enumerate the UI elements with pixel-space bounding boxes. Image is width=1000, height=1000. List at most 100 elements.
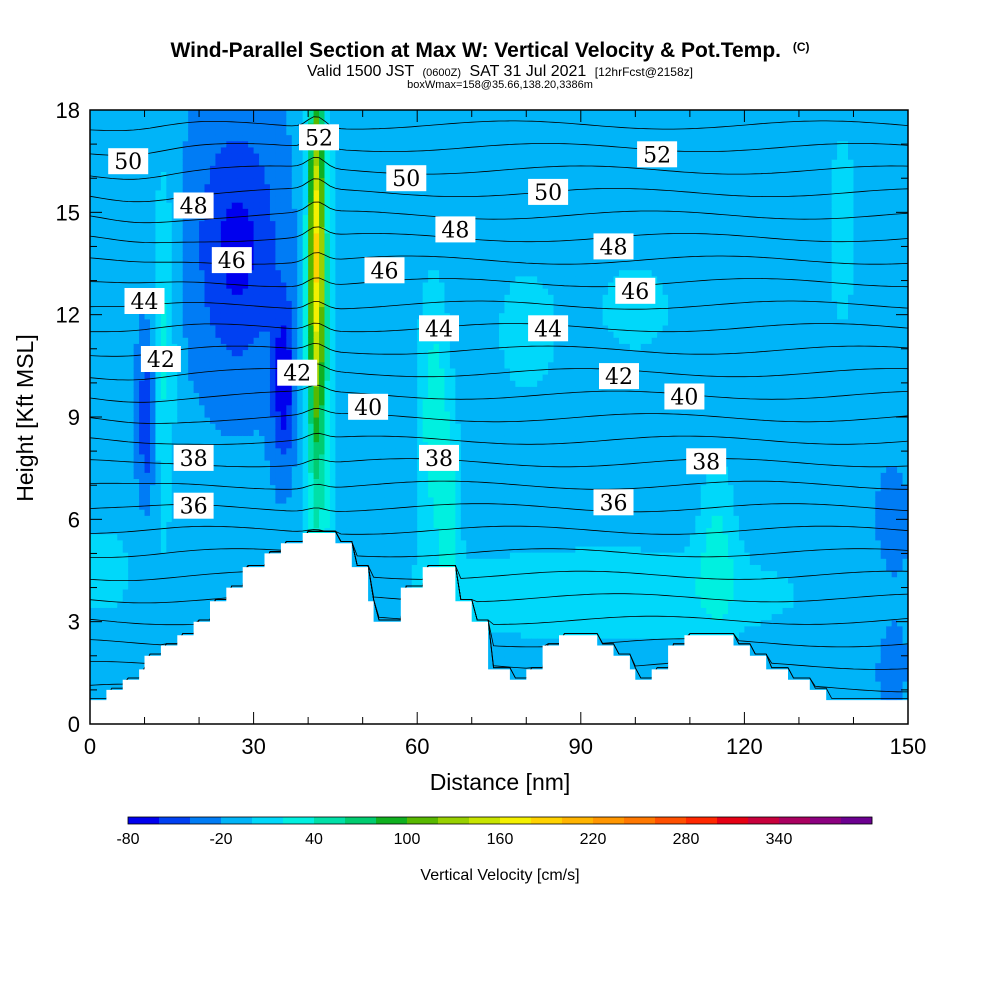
velocity-cell xyxy=(160,496,167,504)
velocity-cell xyxy=(166,619,173,627)
velocity-cell xyxy=(106,466,113,473)
velocity-cell xyxy=(95,140,102,148)
velocity-cell xyxy=(340,459,347,467)
velocity-cell xyxy=(242,189,249,197)
velocity-cell xyxy=(139,423,146,430)
velocity-cell xyxy=(351,509,358,516)
velocity-cell xyxy=(95,533,102,541)
velocity-cell xyxy=(220,404,227,412)
velocity-cell xyxy=(90,300,97,308)
velocity-cell xyxy=(319,478,326,486)
velocity-cell xyxy=(340,404,347,412)
velocity-cell xyxy=(188,128,195,136)
velocity-cell xyxy=(308,331,315,338)
velocity-cell xyxy=(215,312,222,320)
velocity-cell xyxy=(297,515,304,522)
velocity-cell xyxy=(90,226,97,234)
velocity-cell xyxy=(215,134,222,142)
velocity-cell xyxy=(199,331,206,338)
velocity-cell xyxy=(324,380,331,387)
velocity-cell xyxy=(237,226,244,234)
velocity-cell xyxy=(139,650,146,658)
velocity-cell xyxy=(160,171,167,179)
velocity-cell xyxy=(106,355,113,363)
velocity-cell xyxy=(177,122,184,130)
velocity-cell xyxy=(160,134,167,142)
velocity-cell xyxy=(280,453,287,461)
velocity-cell xyxy=(275,189,282,197)
velocity-cell xyxy=(122,435,129,443)
velocity-cell xyxy=(357,545,364,553)
velocity-cell xyxy=(253,110,260,117)
velocity-cell xyxy=(106,674,113,682)
velocity-cell xyxy=(335,453,342,461)
velocity-cell xyxy=(122,656,129,664)
velocity-cell xyxy=(291,275,298,283)
velocity-cell xyxy=(128,472,135,479)
velocity-cell xyxy=(237,533,244,541)
velocity-cell xyxy=(111,318,118,326)
velocity-cell xyxy=(122,189,129,197)
velocity-cell xyxy=(100,466,107,473)
velocity-cell xyxy=(100,619,107,627)
velocity-cell xyxy=(139,257,146,265)
velocity-cell xyxy=(275,238,282,246)
velocity-cell xyxy=(144,337,151,344)
velocity-cell xyxy=(95,318,102,326)
velocity-cell xyxy=(302,490,309,498)
velocity-cell xyxy=(319,496,326,504)
velocity-cell xyxy=(253,386,260,394)
velocity-cell xyxy=(111,502,118,510)
velocity-cell xyxy=(237,478,244,486)
velocity-cell xyxy=(204,324,211,332)
velocity-cell xyxy=(231,453,238,461)
velocity-cell xyxy=(95,386,102,394)
velocity-cell xyxy=(220,232,227,240)
velocity-cell xyxy=(144,195,151,203)
velocity-cell xyxy=(204,226,211,234)
velocity-cell xyxy=(106,644,113,651)
velocity-cell xyxy=(308,300,315,308)
velocity-cell xyxy=(264,165,271,172)
velocity-cell xyxy=(259,269,266,277)
velocity-cell xyxy=(242,275,249,283)
velocity-cell xyxy=(171,134,178,142)
velocity-cell xyxy=(133,447,140,455)
velocity-cell xyxy=(128,140,135,148)
velocity-cell xyxy=(351,177,358,185)
velocity-cell xyxy=(259,441,266,449)
velocity-cell xyxy=(220,331,227,338)
velocity-cell xyxy=(133,631,140,639)
velocity-cell xyxy=(144,466,151,473)
velocity-cell xyxy=(182,588,189,596)
velocity-cell xyxy=(117,539,124,547)
velocity-cell xyxy=(248,453,255,461)
velocity-cell xyxy=(275,331,282,338)
velocity-cell xyxy=(308,453,315,461)
velocity-cell xyxy=(90,349,97,357)
velocity-cell xyxy=(308,386,315,394)
velocity-cell xyxy=(291,232,298,240)
velocity-cell xyxy=(286,502,293,510)
velocity-cell xyxy=(269,232,277,240)
velocity-cell xyxy=(193,171,200,179)
velocity-cell xyxy=(291,441,298,449)
velocity-cell xyxy=(259,318,266,326)
velocity-cell xyxy=(319,515,326,522)
velocity-cell xyxy=(111,607,118,615)
velocity-cell xyxy=(215,588,222,596)
velocity-cell xyxy=(313,195,320,203)
velocity-cell xyxy=(149,490,157,498)
velocity-cell xyxy=(188,613,195,621)
velocity-cell xyxy=(160,232,167,240)
velocity-cell xyxy=(231,189,238,197)
velocity-cell xyxy=(122,668,129,676)
velocity-cell xyxy=(106,251,113,258)
velocity-cell xyxy=(264,208,271,215)
velocity-cell xyxy=(117,238,124,246)
velocity-cell xyxy=(335,294,342,301)
velocity-cell xyxy=(95,374,102,381)
velocity-cell xyxy=(117,484,124,492)
velocity-cell xyxy=(177,417,184,424)
velocity-cell xyxy=(100,275,107,283)
